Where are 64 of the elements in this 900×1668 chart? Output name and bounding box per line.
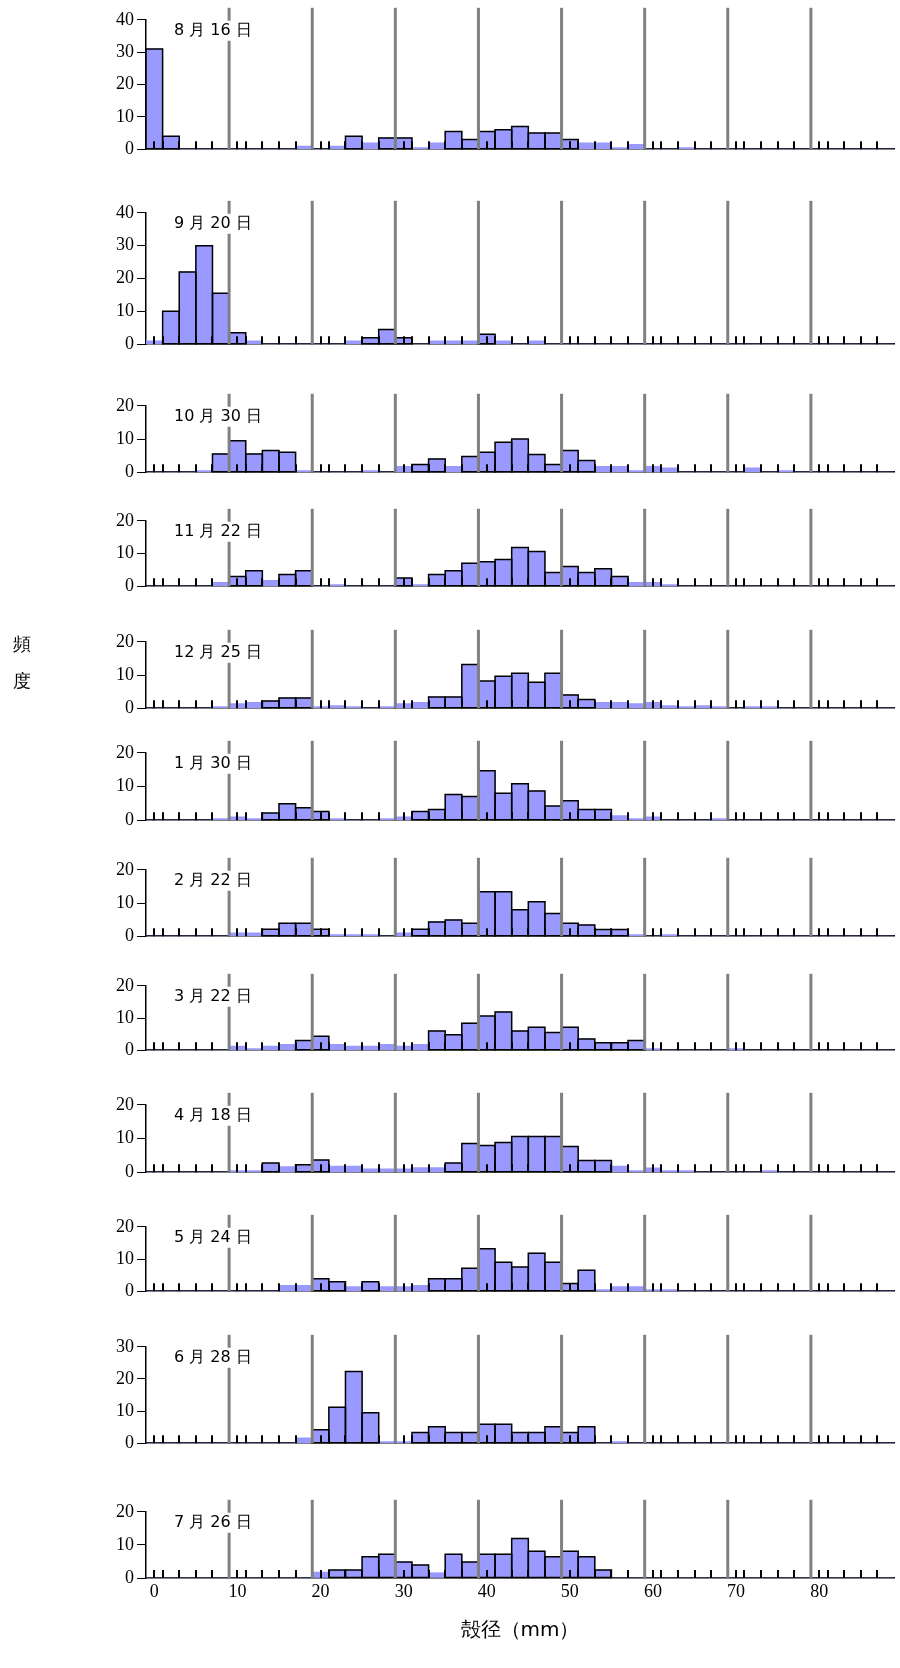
y-tick-label: 30 bbox=[116, 1335, 134, 1356]
x-tick-label: 50 bbox=[560, 1580, 579, 1601]
y-tick-label: 0 bbox=[125, 1038, 134, 1059]
y-tick-label: 10 bbox=[116, 1247, 134, 1268]
y-tick-label: 0 bbox=[125, 332, 134, 353]
y-tick-label: 20 bbox=[116, 1093, 134, 1114]
y-tick-label: 10 bbox=[116, 775, 134, 796]
chart-title: 8 月 16 日 bbox=[174, 19, 252, 39]
chart-title: 6 月 28 日 bbox=[174, 1346, 252, 1366]
y-tick-label: 0 bbox=[125, 574, 134, 595]
y-tick-label: 10 bbox=[116, 663, 134, 684]
y-tick-label: 0 bbox=[125, 1431, 134, 1452]
y-tick-label: 20 bbox=[116, 1215, 134, 1236]
y-tick-label: 20 bbox=[116, 267, 134, 288]
y-tick-label: 20 bbox=[116, 858, 134, 879]
y-tick-label: 10 bbox=[116, 542, 134, 563]
chart-title: 3 月 22 日 bbox=[174, 985, 252, 1005]
chart-title: 7 月 26 日 bbox=[174, 1511, 252, 1531]
y-tick-label: 0 bbox=[125, 808, 134, 829]
chart-title: 10 月 30 日 bbox=[174, 405, 262, 425]
x-axis-title: 殻径（mm） bbox=[459, 1616, 581, 1643]
y-tick-label: 10 bbox=[116, 300, 134, 321]
y-tick-label: 0 bbox=[125, 1160, 134, 1181]
x-tick-label: 40 bbox=[477, 1580, 496, 1601]
y-tick-label: 0 bbox=[125, 924, 134, 945]
y-tick-label: 20 bbox=[116, 394, 134, 415]
y-tick-label: 0 bbox=[125, 460, 134, 481]
chart-title: 2 月 22 日 bbox=[174, 869, 252, 889]
x-tick-label: 20 bbox=[311, 1580, 330, 1601]
chart-title: 4 月 18 日 bbox=[174, 1104, 252, 1124]
chart-title: 11 月 22 日 bbox=[174, 520, 262, 540]
y-tick-label: 20 bbox=[116, 509, 134, 530]
y-tick-label: 10 bbox=[116, 1127, 134, 1148]
y-tick-label: 0 bbox=[125, 1279, 134, 1300]
chart-title: 12 月 25 日 bbox=[174, 641, 262, 661]
y-tick-label: 20 bbox=[116, 73, 134, 94]
x-tick-label: 0 bbox=[149, 1580, 159, 1601]
y-tick-label: 0 bbox=[125, 1566, 134, 1587]
x-tick-label: 10 bbox=[228, 1580, 247, 1601]
y-tick-label: 20 bbox=[116, 1367, 134, 1388]
y-tick-label: 30 bbox=[116, 234, 134, 255]
y-tick-label: 10 bbox=[116, 1399, 134, 1420]
x-tick-label: 60 bbox=[643, 1580, 662, 1601]
y-tick-label: 30 bbox=[116, 40, 134, 61]
y-tick-label: 10 bbox=[116, 1006, 134, 1027]
y-tick-label: 10 bbox=[116, 427, 134, 448]
x-tick-label: 70 bbox=[727, 1580, 746, 1601]
y-tick-label: 40 bbox=[116, 201, 134, 222]
y-tick-label: 20 bbox=[116, 630, 134, 651]
x-tick-label: 30 bbox=[394, 1580, 413, 1601]
y-tick-label: 40 bbox=[116, 8, 134, 29]
x-tick-label: 80 bbox=[810, 1580, 829, 1601]
y-tick-label: 20 bbox=[116, 1500, 134, 1521]
y-tick-label: 10 bbox=[116, 105, 134, 126]
chart-title: 5 月 24 日 bbox=[174, 1226, 252, 1246]
y-tick-label: 0 bbox=[125, 137, 134, 158]
y-tick-label: 10 bbox=[116, 891, 134, 912]
y-tick-label: 10 bbox=[116, 1533, 134, 1554]
y-tick-label: 20 bbox=[116, 974, 134, 995]
chart-title: 1 月 30 日 bbox=[174, 752, 252, 772]
chart-title: 9 月 20 日 bbox=[174, 212, 252, 232]
y-axis-title: 頻度 bbox=[11, 620, 34, 692]
y-tick-label: 20 bbox=[116, 741, 134, 762]
y-tick-label: 0 bbox=[125, 696, 134, 717]
